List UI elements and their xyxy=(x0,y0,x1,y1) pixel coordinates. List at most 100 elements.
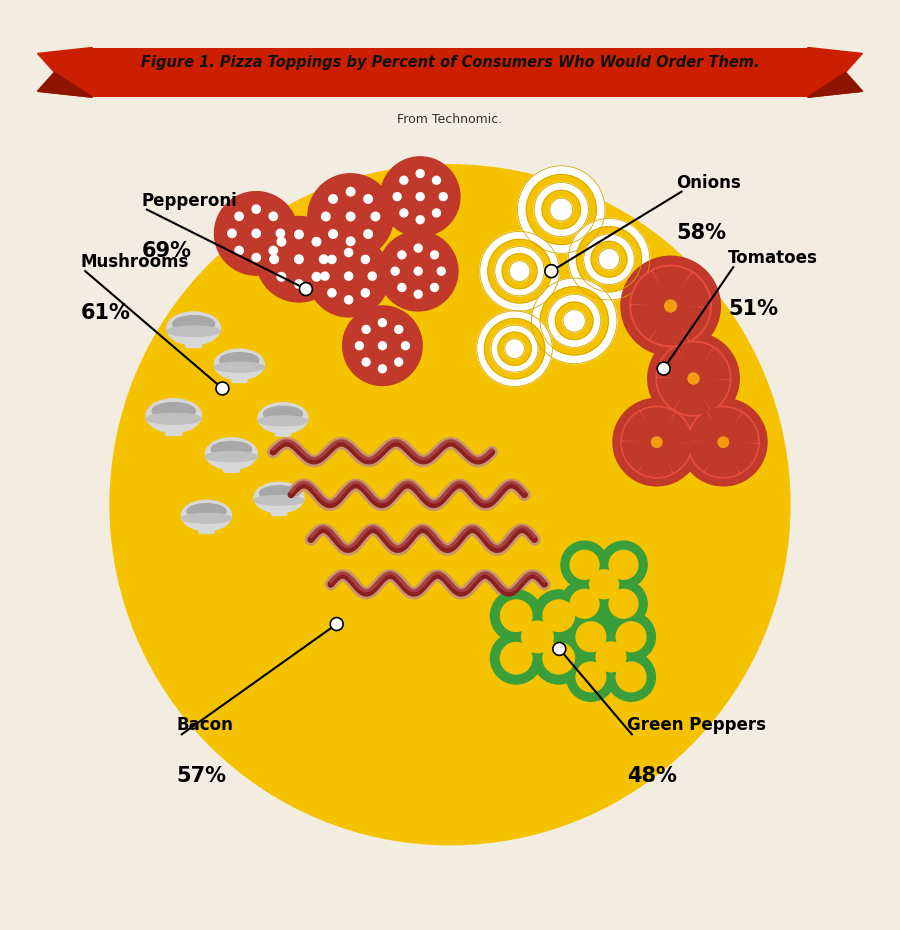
Circle shape xyxy=(522,621,554,653)
Ellipse shape xyxy=(152,403,195,419)
FancyBboxPatch shape xyxy=(271,493,287,516)
Circle shape xyxy=(505,339,525,359)
Circle shape xyxy=(576,662,606,692)
Ellipse shape xyxy=(205,452,257,461)
Circle shape xyxy=(252,205,260,213)
Ellipse shape xyxy=(254,496,304,505)
Circle shape xyxy=(361,289,369,297)
Circle shape xyxy=(609,551,638,579)
Circle shape xyxy=(378,319,386,326)
FancyBboxPatch shape xyxy=(184,324,202,348)
Ellipse shape xyxy=(173,315,214,332)
Circle shape xyxy=(228,229,236,237)
Circle shape xyxy=(235,246,243,255)
Circle shape xyxy=(609,590,638,618)
Wedge shape xyxy=(724,414,758,442)
Circle shape xyxy=(567,653,616,701)
Circle shape xyxy=(590,570,618,599)
Circle shape xyxy=(657,362,670,375)
Circle shape xyxy=(563,310,585,332)
Ellipse shape xyxy=(254,483,304,513)
Circle shape xyxy=(414,267,422,275)
Circle shape xyxy=(688,373,699,384)
Circle shape xyxy=(543,600,574,631)
Circle shape xyxy=(630,265,711,347)
Circle shape xyxy=(400,209,408,217)
Circle shape xyxy=(430,284,438,291)
Text: 57%: 57% xyxy=(176,766,227,786)
Circle shape xyxy=(345,296,353,304)
Polygon shape xyxy=(808,47,862,98)
Ellipse shape xyxy=(212,442,251,458)
Circle shape xyxy=(502,254,537,288)
Ellipse shape xyxy=(182,500,231,531)
Circle shape xyxy=(371,212,380,220)
Circle shape xyxy=(395,358,402,366)
Wedge shape xyxy=(658,348,694,379)
Circle shape xyxy=(364,194,373,204)
Ellipse shape xyxy=(166,312,220,345)
Circle shape xyxy=(570,590,599,618)
Circle shape xyxy=(328,194,338,204)
Circle shape xyxy=(491,326,538,372)
Circle shape xyxy=(500,600,532,631)
Circle shape xyxy=(378,341,386,350)
Polygon shape xyxy=(808,73,862,98)
Circle shape xyxy=(345,248,353,257)
Circle shape xyxy=(570,551,599,579)
Ellipse shape xyxy=(205,438,257,470)
Ellipse shape xyxy=(214,349,265,379)
Circle shape xyxy=(437,267,446,275)
Circle shape xyxy=(509,260,530,282)
Circle shape xyxy=(518,166,605,253)
Circle shape xyxy=(398,284,406,291)
Circle shape xyxy=(498,332,531,365)
Text: Mushrooms: Mushrooms xyxy=(80,253,189,272)
Circle shape xyxy=(416,193,424,201)
Ellipse shape xyxy=(259,485,299,501)
Circle shape xyxy=(648,333,739,424)
Wedge shape xyxy=(689,442,724,471)
Circle shape xyxy=(276,229,284,237)
Circle shape xyxy=(381,157,460,236)
Circle shape xyxy=(378,365,386,373)
Circle shape xyxy=(526,175,597,245)
Wedge shape xyxy=(623,413,657,442)
Circle shape xyxy=(401,341,410,350)
Wedge shape xyxy=(640,442,671,476)
Circle shape xyxy=(328,289,336,297)
Circle shape xyxy=(621,257,720,355)
FancyBboxPatch shape xyxy=(274,413,292,437)
Circle shape xyxy=(553,643,566,656)
Circle shape xyxy=(312,237,320,246)
Circle shape xyxy=(550,198,572,221)
Circle shape xyxy=(308,174,393,259)
Circle shape xyxy=(252,229,260,237)
Circle shape xyxy=(616,662,646,692)
Circle shape xyxy=(576,622,606,652)
Circle shape xyxy=(535,182,589,236)
Circle shape xyxy=(343,306,422,385)
Wedge shape xyxy=(724,442,757,472)
Circle shape xyxy=(477,311,553,387)
Text: 69%: 69% xyxy=(142,242,192,261)
Circle shape xyxy=(294,230,303,239)
Circle shape xyxy=(414,245,422,252)
Circle shape xyxy=(576,227,642,292)
Polygon shape xyxy=(38,47,92,98)
Circle shape xyxy=(398,251,406,259)
Circle shape xyxy=(491,590,542,642)
Circle shape xyxy=(346,237,355,246)
Polygon shape xyxy=(38,73,92,98)
Circle shape xyxy=(621,406,693,478)
Text: 51%: 51% xyxy=(728,299,778,319)
Circle shape xyxy=(596,642,626,671)
Circle shape xyxy=(433,209,440,217)
Circle shape xyxy=(400,177,408,184)
Circle shape xyxy=(321,212,330,220)
Circle shape xyxy=(543,643,574,674)
Circle shape xyxy=(320,255,328,263)
Circle shape xyxy=(480,232,559,311)
Circle shape xyxy=(235,212,243,220)
Circle shape xyxy=(561,580,608,628)
